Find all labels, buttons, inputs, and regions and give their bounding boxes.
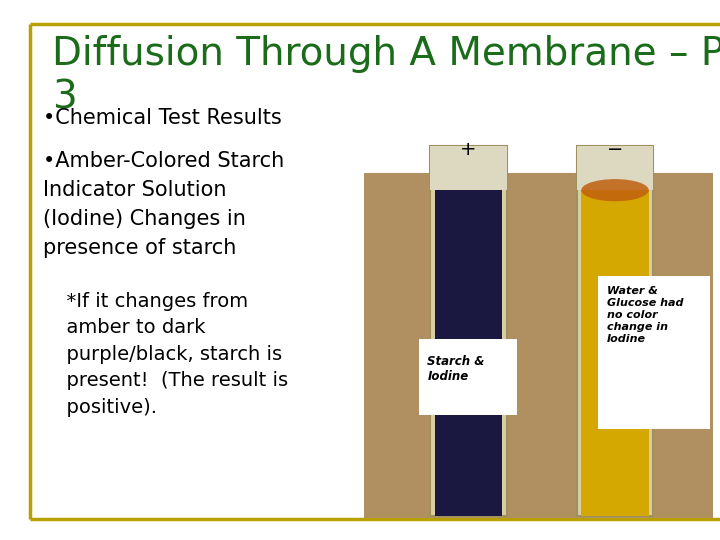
Text: 3: 3: [52, 78, 76, 116]
Bar: [577, 146, 654, 516]
Text: Starch &
Iodine: Starch & Iodine: [427, 355, 485, 383]
Ellipse shape: [581, 179, 649, 201]
Text: Diffusion Through A Membrane – Pg: Diffusion Through A Membrane – Pg: [52, 35, 720, 73]
Text: •Chemical Test Results: •Chemical Test Results: [43, 108, 282, 128]
Bar: [581, 190, 649, 516]
Bar: [364, 173, 713, 518]
Text: *If it changes from
  amber to dark
  purple/black, starch is
  present!  (The r: *If it changes from amber to dark purple…: [54, 292, 288, 416]
Text: +: +: [460, 140, 477, 159]
Text: −: −: [607, 140, 624, 159]
Bar: [598, 276, 710, 429]
Bar: [420, 339, 517, 415]
Bar: [577, 146, 654, 190]
Text: Water &
Glucose had
no color
change in
Iodine: Water & Glucose had no color change in I…: [607, 286, 684, 343]
Bar: [430, 146, 507, 190]
Bar: [435, 190, 502, 516]
Text: •Amber-Colored Starch
Indicator Solution
(Iodine) Changes in
presence of starch: •Amber-Colored Starch Indicator Solution…: [43, 151, 284, 258]
Bar: [430, 146, 507, 516]
